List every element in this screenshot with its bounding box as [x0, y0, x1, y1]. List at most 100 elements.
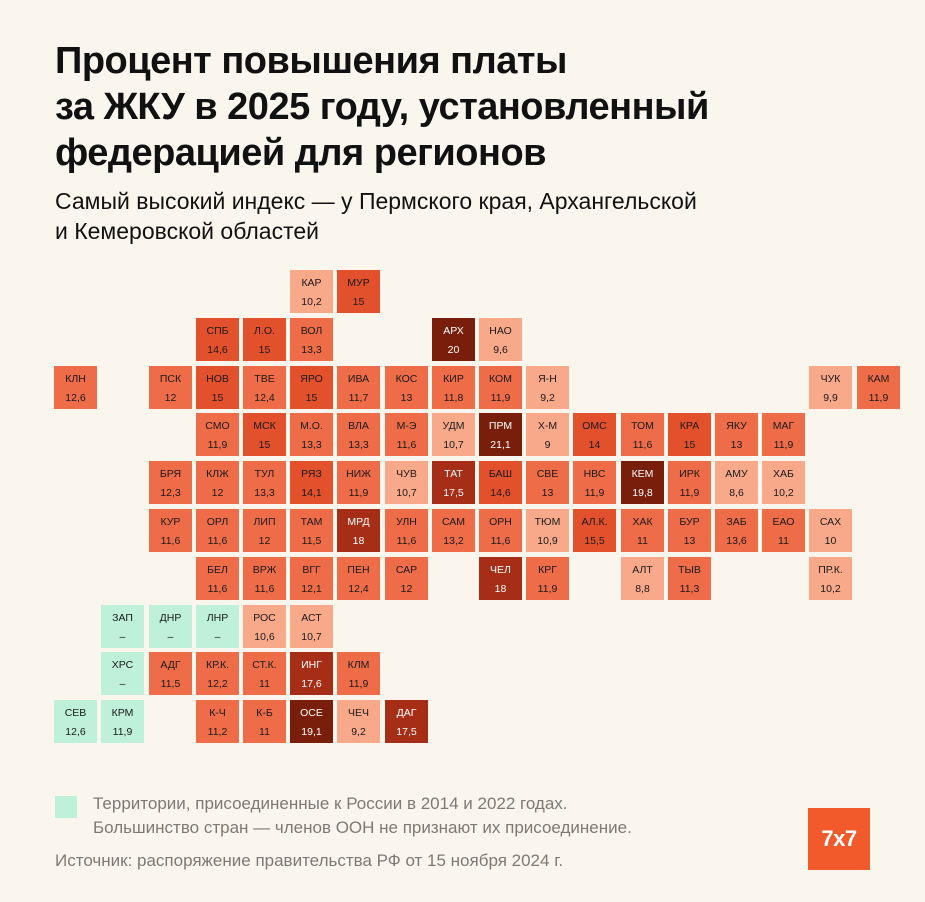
region-value: 18: [352, 535, 365, 547]
region-abbr: ИВА: [347, 373, 370, 385]
region-abbr: БАШ: [488, 468, 513, 480]
region-value: 10,9: [537, 535, 558, 547]
region-tile: К-Б 11: [243, 700, 286, 743]
region-abbr: АСТ: [301, 612, 322, 624]
region-tile: Л.О. 15: [243, 318, 286, 361]
region-value: 19,1: [301, 726, 322, 738]
region-value: 12: [211, 487, 224, 499]
region-abbr: САМ: [441, 516, 466, 528]
region-value: 11,6: [207, 583, 228, 595]
region-abbr: СМО: [205, 420, 230, 432]
region-value: 10,2: [301, 296, 322, 308]
region-value: 12: [400, 583, 413, 595]
region-tile: ХАК 11: [621, 509, 664, 552]
region-value: 14,1: [301, 487, 322, 499]
region-tile: ЯКУ 13: [715, 413, 758, 456]
region-value: 15: [305, 392, 318, 404]
region-value: 11,7: [348, 392, 369, 404]
region-tile: ЯРО 15: [290, 366, 333, 409]
region-value: 11,9: [868, 392, 889, 404]
region-tile: КЛЖ 12: [196, 461, 239, 504]
region-value: 18: [494, 583, 507, 595]
region-tile: ЧУВ 10,7: [385, 461, 428, 504]
region-abbr: ТОМ: [631, 420, 654, 432]
region-value: 8,6: [729, 487, 744, 499]
region-abbr: ЧЕЧ: [348, 707, 369, 719]
region-value: 11,9: [207, 439, 228, 451]
region-abbr: ОРН: [489, 516, 512, 528]
region-tile: МУР 15: [337, 270, 380, 313]
region-value: 9,6: [493, 344, 508, 356]
region-value: 10,2: [773, 487, 794, 499]
region-tile: СТ.К. 11: [243, 652, 286, 695]
region-abbr: КРМ: [111, 707, 134, 719]
region-abbr: ДНР: [159, 612, 182, 624]
region-tile: КИР 11,8: [432, 366, 475, 409]
region-value: 13,3: [348, 439, 369, 451]
region-abbr: ПРМ: [488, 420, 513, 432]
region-tile: ПРМ 21,1: [479, 413, 522, 456]
region-abbr: Х-М: [537, 420, 558, 432]
region-tile: КРГ 11,9: [526, 557, 569, 600]
region-value: 10,2: [820, 583, 841, 595]
brand-logo: 7x7: [808, 808, 870, 870]
region-value: 10,7: [396, 487, 417, 499]
region-tile: ХАБ 10,2: [762, 461, 805, 504]
region-tile: ЕАО 11: [762, 509, 805, 552]
region-value: –: [119, 678, 126, 690]
region-value: 11,6: [160, 535, 181, 547]
region-tile: САМ 13,2: [432, 509, 475, 552]
region-abbr: КЛЖ: [206, 468, 229, 480]
region-value: 15: [211, 392, 224, 404]
region-tile: Я-Н 9,2: [526, 366, 569, 409]
region-abbr: НОВ: [206, 373, 229, 385]
region-tile: КЕМ 19,8: [621, 461, 664, 504]
region-tile: ПСК 12: [149, 366, 192, 409]
region-abbr: ЕАО: [772, 516, 795, 528]
region-value: 11,5: [301, 535, 322, 547]
region-tile: УДМ 10,7: [432, 413, 475, 456]
region-value: 11,2: [207, 726, 228, 738]
region-abbr: МУР: [347, 277, 370, 289]
region-abbr: КЕМ: [631, 468, 654, 480]
region-value: 12,4: [348, 583, 369, 595]
region-value: 12,6: [65, 392, 86, 404]
region-abbr: АДГ: [160, 659, 181, 671]
subtitle-line: Самый высокий индекс — у Пермского края,…: [55, 188, 697, 214]
region-abbr: АЛТ: [632, 564, 653, 576]
region-abbr: ОМС: [582, 420, 607, 432]
region-value: 15: [258, 439, 271, 451]
region-abbr: ТВЕ: [254, 373, 275, 385]
region-abbr: ВОЛ: [300, 325, 323, 337]
region-tile: АМУ 8,6: [715, 461, 758, 504]
region-abbr: МСК: [253, 420, 276, 432]
region-abbr: ЧУК: [820, 373, 841, 385]
region-tile: РОС 10,6: [243, 605, 286, 648]
region-abbr: СЕВ: [64, 707, 87, 719]
region-tile: ДНР –: [149, 605, 192, 648]
region-tile: КЛМ 11,9: [337, 652, 380, 695]
region-abbr: МРД: [347, 516, 370, 528]
region-tile: ТЫВ 11,3: [668, 557, 711, 600]
region-tile: ДАГ 17,5: [385, 700, 428, 743]
region-value: 11,6: [396, 439, 417, 451]
chart-subtitle: Самый высокий индекс — у Пермского края,…: [55, 186, 895, 246]
region-abbr: АЛ.К.: [581, 516, 608, 528]
region-tile: ОРН 11,6: [479, 509, 522, 552]
region-value: –: [167, 631, 174, 643]
region-abbr: ТУЛ: [254, 468, 275, 480]
region-tile: ПР.К. 10,2: [809, 557, 852, 600]
region-value: 11: [778, 535, 789, 547]
region-abbr: ТЫВ: [678, 564, 701, 576]
region-abbr: КОМ: [489, 373, 512, 385]
region-value: –: [119, 631, 126, 643]
region-tile: ОМС 14: [573, 413, 616, 456]
region-abbr: ЛИП: [253, 516, 276, 528]
region-tile: МРД 18: [337, 509, 380, 552]
region-value: 12,1: [301, 583, 322, 595]
region-value: 11,9: [490, 392, 511, 404]
region-tile: КОМ 11,9: [479, 366, 522, 409]
region-tile: СМО 11,9: [196, 413, 239, 456]
region-value: 11,9: [773, 439, 794, 451]
region-value: 13,3: [301, 439, 322, 451]
